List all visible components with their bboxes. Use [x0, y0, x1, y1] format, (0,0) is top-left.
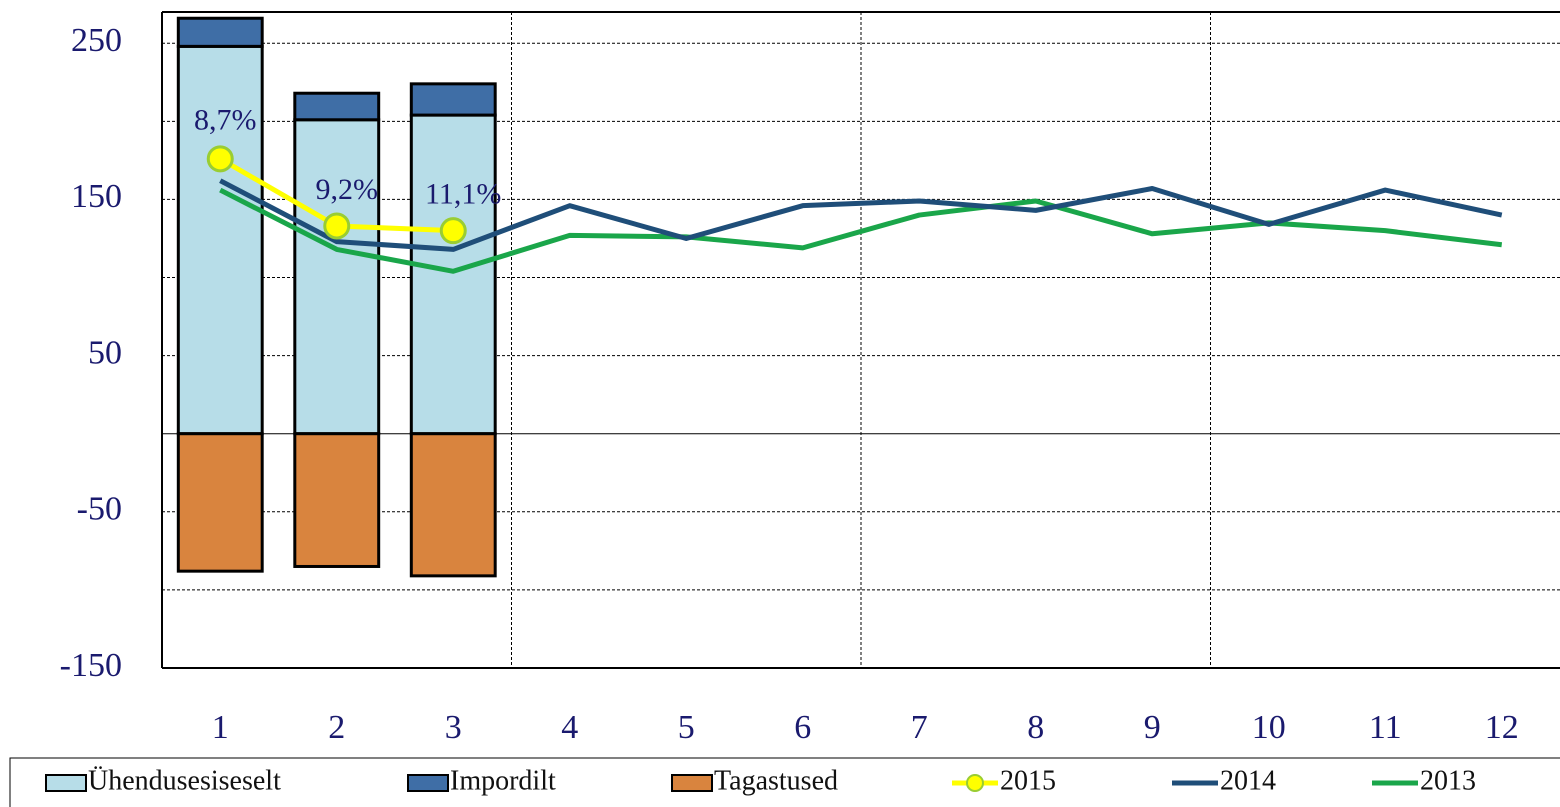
bar — [293, 118, 381, 436]
marker — [323, 212, 351, 240]
x-tick-label: 12 — [1485, 709, 1519, 746]
legend-marker — [966, 774, 984, 792]
line — [219, 178, 1503, 252]
bar — [409, 82, 497, 117]
marker — [206, 145, 234, 173]
x-tick-label: 9 — [1144, 709, 1161, 746]
legend-box — [9, 757, 1560, 807]
x-tick-label: 7 — [911, 709, 928, 746]
y-tick-label: -50 — [77, 491, 122, 528]
x-tick-label: 6 — [794, 709, 811, 746]
x-tick-label: 1 — [212, 709, 229, 746]
legend-label: Tagastused — [714, 765, 838, 796]
x-tick-label: 2 — [328, 709, 345, 746]
y-tick-label: 250 — [71, 22, 122, 59]
marker — [439, 217, 467, 245]
y-tick-label: -150 — [60, 647, 122, 684]
legend-label: 2014 — [1220, 765, 1276, 796]
bar — [409, 432, 497, 578]
legend-label: 2013 — [1420, 765, 1476, 796]
data-label: 11,1% — [425, 178, 501, 211]
legend-label: Impordilt — [450, 765, 556, 796]
legend-label: Ühendusesiseselt — [88, 765, 281, 796]
bar — [176, 432, 264, 573]
bar — [176, 16, 264, 48]
legend-label: 2015 — [1000, 765, 1056, 796]
x-tick-label: 4 — [561, 709, 578, 746]
x-tick-label: 8 — [1027, 709, 1044, 746]
bar — [293, 91, 381, 122]
line — [219, 187, 1503, 274]
y-tick-label: 50 — [88, 334, 122, 371]
x-tick-label: 10 — [1252, 709, 1286, 746]
x-tick-label: 11 — [1369, 709, 1402, 746]
data-label: 9,2% — [316, 173, 379, 206]
bar — [409, 113, 497, 436]
x-tick-label: 5 — [678, 709, 695, 746]
legend-swatch — [45, 774, 87, 792]
y-tick-label: 150 — [71, 178, 122, 215]
x-tick-label: 3 — [445, 709, 462, 746]
legend-swatch — [407, 774, 449, 792]
bar — [293, 432, 381, 568]
legend-swatch — [671, 774, 713, 792]
data-label: 8,7% — [194, 104, 257, 137]
